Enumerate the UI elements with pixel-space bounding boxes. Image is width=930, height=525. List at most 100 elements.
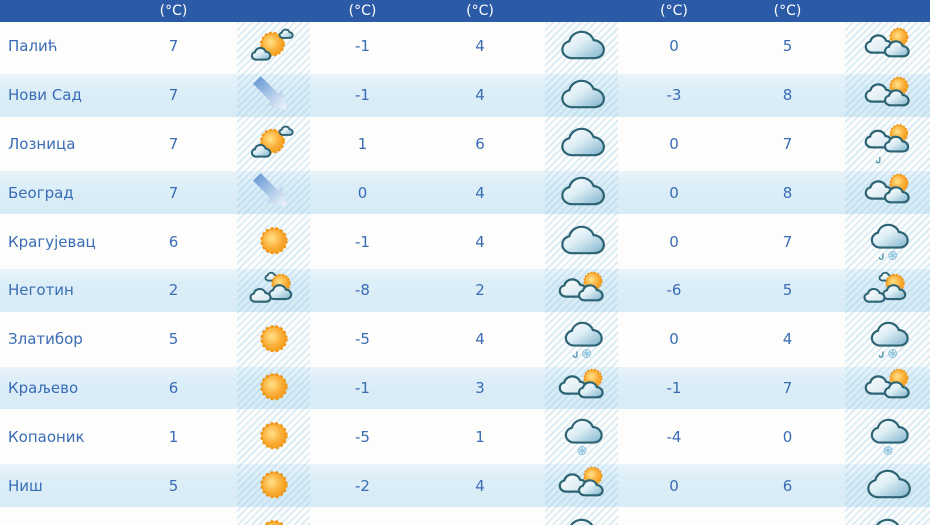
temp-min: -2 xyxy=(355,476,370,495)
cloud-snow-icon xyxy=(845,412,930,461)
city-link[interactable]: Крагујевац xyxy=(8,232,96,251)
cloudy-icon xyxy=(545,217,618,266)
city-link[interactable]: Златибор xyxy=(8,330,83,349)
cloudy-icon xyxy=(545,171,618,214)
cloudy-icon xyxy=(545,510,618,525)
cloud-sleet-icon xyxy=(845,217,930,266)
temp-max: 4 xyxy=(475,86,485,105)
temp-max: 4 xyxy=(475,37,485,56)
sunny-icon xyxy=(237,412,310,461)
table-row: Нови Сад 7 -1 4 -3 8 xyxy=(0,71,930,120)
header-unit-label: (°C) xyxy=(660,3,688,19)
temp-max: 4 xyxy=(475,330,485,349)
temp-max: 4 xyxy=(782,330,793,349)
temp-min: -5 xyxy=(355,330,370,349)
temp-min: -6 xyxy=(666,281,682,300)
temp-min: 0 xyxy=(357,183,368,202)
cloudy-icon xyxy=(545,22,618,71)
clouds-sun-rain-icon xyxy=(845,120,930,169)
temp-max: 7 xyxy=(782,232,793,251)
temp-min: -1 xyxy=(355,232,370,251)
temp-min: 0 xyxy=(669,232,679,251)
temp-min: -1 xyxy=(355,37,370,56)
cloudy-icon xyxy=(845,510,930,525)
clouds-sun-icon xyxy=(545,464,618,507)
temp-max: 4 xyxy=(475,232,485,251)
city-link[interactable]: Палић xyxy=(8,37,58,56)
sun-cloud-mix-icon xyxy=(845,269,930,312)
table-row: Неготин 2 -8 2 -6 5 xyxy=(0,266,930,315)
table-header: (°C) (°C) (°C) (°C) (°C) xyxy=(0,0,930,22)
sun-cloud-mix-icon xyxy=(237,269,310,312)
temp-min: -1 xyxy=(355,378,370,397)
city-link[interactable]: Београд xyxy=(8,183,74,202)
temp-now: 7 xyxy=(168,134,179,153)
sunny-icon xyxy=(237,464,310,507)
temp-now: 7 xyxy=(168,37,179,56)
temp-min: 1 xyxy=(357,134,368,153)
temp-min: -4 xyxy=(666,427,682,446)
table-row: Београд 7 0 4 0 8 xyxy=(0,168,930,217)
temp-max: 1 xyxy=(475,427,485,446)
temp-min: 0 xyxy=(669,183,679,202)
temp-min: -1 xyxy=(355,86,370,105)
header-unit-label: (°C) xyxy=(159,3,188,19)
table-row: Палић 7 -1 4 0 5 xyxy=(0,22,930,71)
sunny-icon xyxy=(237,315,310,364)
temp-now: 1 xyxy=(168,427,179,446)
temp-now: 6 xyxy=(168,378,179,397)
cloudy-icon xyxy=(545,74,618,117)
city-link[interactable]: Нови Сад xyxy=(8,86,82,105)
clouds-sun-icon xyxy=(545,269,618,312)
sunny-icon xyxy=(237,367,310,410)
cloudy-icon xyxy=(845,464,930,507)
temp-max: 2 xyxy=(475,281,485,300)
sun-clouds-icon xyxy=(237,22,310,71)
temp-min: -5 xyxy=(355,427,370,446)
temp-now: 5 xyxy=(168,330,179,349)
clouds-sun-icon xyxy=(845,367,930,410)
falling-icon xyxy=(237,171,310,214)
table-row-partial xyxy=(0,509,930,525)
temp-max: 5 xyxy=(782,281,793,300)
clouds-sun-icon xyxy=(845,74,930,117)
city-link[interactable]: Ниш xyxy=(8,476,43,495)
temp-now: 7 xyxy=(168,183,179,202)
temp-now: 5 xyxy=(168,476,179,495)
clouds-sun-icon xyxy=(545,367,618,410)
table-row: Краљево 6 -1 3 -1 7 xyxy=(0,364,930,413)
temp-min: -8 xyxy=(355,281,370,300)
temp-max: 3 xyxy=(475,378,485,397)
falling-icon xyxy=(237,74,310,117)
temp-max: 6 xyxy=(475,134,485,153)
cloud-sleet-icon xyxy=(845,315,930,364)
table-row: Крагујевац 6 -1 4 0 7 xyxy=(0,217,930,266)
table-row: Лозница 7 1 6 0 7 xyxy=(0,119,930,169)
temp-min: -1 xyxy=(666,378,682,397)
temp-now: 7 xyxy=(168,86,179,105)
table-row: Ниш 5 -2 4 0 6 xyxy=(0,461,930,510)
temp-min: 0 xyxy=(669,37,679,56)
cloud-snow-icon xyxy=(545,412,618,461)
city-link[interactable]: Краљево xyxy=(8,378,79,397)
cloudy-icon xyxy=(545,120,618,169)
temp-min: -3 xyxy=(666,86,682,105)
temp-max: 4 xyxy=(475,183,485,202)
table-row: Златибор 5 -5 4 0 4 xyxy=(0,314,930,364)
temp-max: 7 xyxy=(782,134,793,153)
city-link[interactable]: Лозница xyxy=(8,134,76,153)
sunny-icon xyxy=(237,217,310,266)
temp-now: 6 xyxy=(168,232,179,251)
city-link[interactable]: Неготин xyxy=(8,281,74,300)
temp-min: 0 xyxy=(669,476,679,495)
temp-max: 7 xyxy=(782,378,793,397)
table-row: Копаоник 1 -5 1 -4 0 xyxy=(0,412,930,462)
temp-max: 5 xyxy=(782,37,793,56)
header-unit-label: (°C) xyxy=(466,3,494,19)
cloud-sleet-icon xyxy=(545,315,618,364)
city-link[interactable]: Копаоник xyxy=(8,427,85,446)
temp-max: 8 xyxy=(782,86,793,105)
sunny-icon xyxy=(237,510,310,525)
sun-clouds-icon xyxy=(237,120,310,169)
